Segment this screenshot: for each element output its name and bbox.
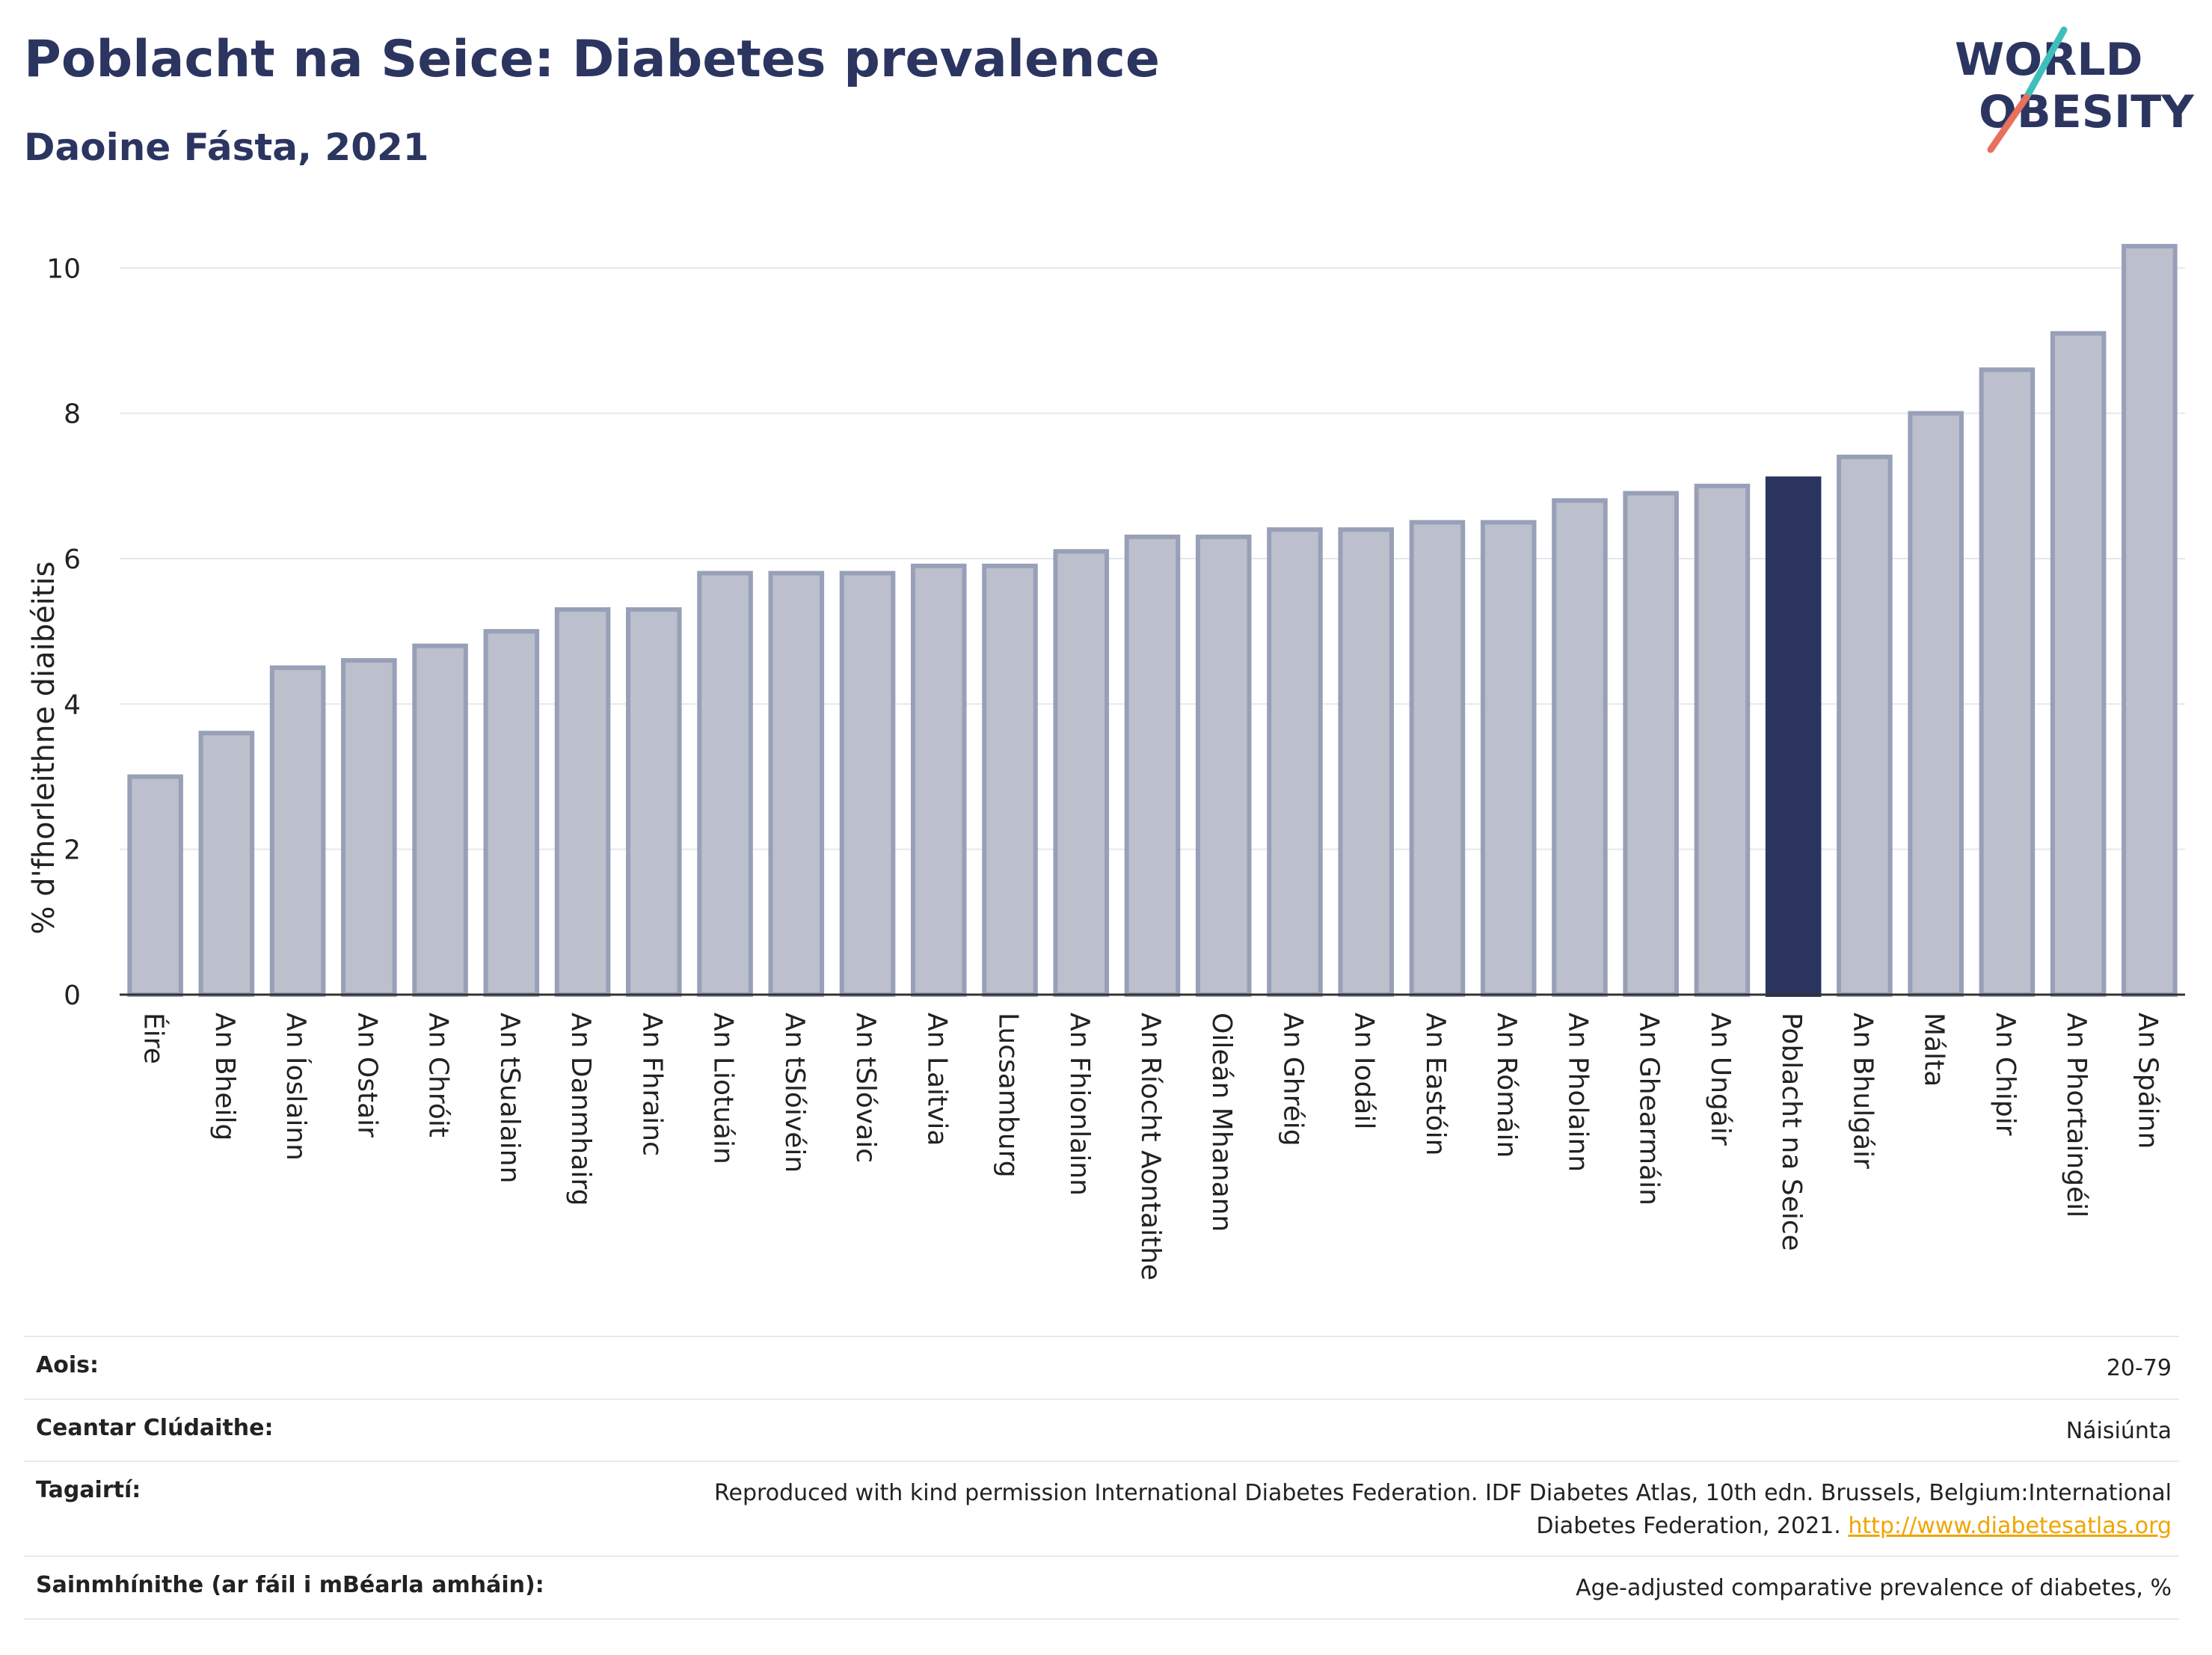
y-axis-label: % d'fhorleithne diaibéitis (27, 562, 61, 935)
metadata-row: Sainmhínithe (ar fáil i mBéarla amháin):… (24, 1556, 2179, 1620)
x-tick-label: Éire (138, 1013, 170, 1064)
bar (1053, 549, 1110, 997)
x-tick-label: An Phortaingéil (2061, 1013, 2092, 1218)
x-tick-label: An Ghréig (1277, 1013, 1308, 1146)
metadata-value: Age-adjusted comparative prevalence of d… (1576, 1575, 2172, 1601)
bar (269, 665, 326, 997)
metadata-value: 20-79 (2106, 1355, 2172, 1381)
bars (127, 244, 2178, 998)
bar (198, 731, 255, 997)
metadata-key: Aois: (36, 1352, 99, 1378)
bar (1124, 534, 1181, 997)
bar (1552, 498, 1608, 997)
bar (1979, 367, 2036, 998)
x-tick-label: Poblacht na Seice (1776, 1013, 1807, 1251)
bar (2122, 244, 2178, 997)
bar (412, 643, 468, 997)
metadata-row: Aois: 20-79 (24, 1336, 2179, 1398)
metadata-row: Ceantar Clúdaithe: Náisiúnta (24, 1398, 2179, 1461)
x-tick-label: An Bhulgáir (1847, 1013, 1878, 1169)
bar (1267, 527, 1323, 997)
x-tick-label: An Pholainn (1562, 1013, 1593, 1172)
x-tick-label: An Ríocht Aontaithe (1135, 1013, 1166, 1280)
x-tick-label: An Laitvia (921, 1013, 952, 1146)
reference-link[interactable]: http://www.diabetesatlas.org (1848, 1512, 2172, 1539)
x-tick-label: An Fhionlainn (1064, 1013, 1095, 1196)
x-tick-label: An Bheilg (209, 1013, 240, 1140)
y-tick-label: 4 (64, 690, 81, 720)
bar (1338, 527, 1395, 997)
metadata-value: Reproduced with kind permission Internat… (714, 1480, 2172, 1539)
y-tick-label: 2 (64, 835, 81, 866)
bar (768, 571, 825, 997)
metadata-key: Tagairtí: (36, 1477, 141, 1503)
bar (1623, 491, 1679, 997)
x-tick-label: An Spáinn (2132, 1013, 2163, 1149)
metadata-key: Ceantar Clúdaithe: (36, 1414, 274, 1441)
x-tick-label: An Chróit (423, 1013, 454, 1137)
bar-chart: 0 2 4 6 8 10 Éire An Bheilg An Íoslainn An Ostair… (27, 244, 2185, 1280)
bar (1765, 476, 1822, 997)
x-tick-label: An Fhrainc (636, 1013, 667, 1156)
page-title: Poblacht na Seice: Diabetes prevalence (24, 30, 1161, 89)
x-tick-label: An Liotuáin (708, 1013, 739, 1164)
bar (1195, 534, 1252, 997)
bar (554, 607, 611, 997)
x-tick-label: Málta (1919, 1013, 1950, 1087)
metadata-key: Sainmhínithe (ar fáil i mBéarla amháin): (36, 1572, 544, 1598)
x-tick-label: An Íoslainn (280, 1013, 312, 1161)
bar (1480, 520, 1537, 997)
x-tick-label: An tSlóivéin (779, 1013, 810, 1173)
bar (626, 607, 682, 997)
metadata-table: Aois: 20-79 Ceantar Clúdaithe: Náisiúnta Tag… (24, 1336, 2179, 1620)
y-tick-label: 8 (64, 399, 81, 430)
bar (2050, 331, 2107, 998)
bar (697, 571, 753, 997)
x-tick-label: An Ungáir (1705, 1013, 1736, 1146)
page-subtitle: Daoine Fásta, 2021 (24, 126, 429, 169)
x-tick-label: An Ghearmáin (1634, 1013, 1665, 1206)
bar (910, 563, 967, 997)
y-tick-label: 10 (46, 254, 81, 284)
x-tick-label: An Chipir (1990, 1013, 2021, 1136)
world-obesity-logo: WORLD OBESITY (1955, 26, 2195, 153)
metadata-value: Náisiúnta (2065, 1417, 2172, 1444)
x-tick-label: An Rómáin (1491, 1013, 1522, 1158)
metadata-row: Tagairtí: Reproduced with kind permission… (24, 1461, 2179, 1556)
bar (127, 774, 183, 998)
x-tick-label: An Danmhairg (565, 1013, 596, 1206)
x-tick-label: An tSualainn (494, 1013, 525, 1183)
bar (1694, 483, 1751, 997)
bar (483, 629, 540, 997)
x-tick-label: An Eastóin (1420, 1013, 1451, 1155)
y-tick-label: 6 (64, 544, 81, 575)
axes: 0 2 4 6 8 10 Éire An Bheilg An Íoslainn An Ostair… (46, 254, 2185, 1280)
x-tick-label: An tSlóvaic (850, 1013, 881, 1163)
x-tick-label: An Ostair (351, 1013, 382, 1137)
x-tick-label: An Iodáil (1349, 1013, 1380, 1129)
bar (839, 571, 896, 997)
bar (1837, 454, 1893, 997)
x-tick-label: Oileán Mhanann (1206, 1013, 1237, 1232)
x-tick-label: Lucsamburg (993, 1013, 1024, 1178)
bar (1409, 520, 1466, 997)
y-tick-label: 0 (64, 980, 81, 1011)
bar (341, 658, 397, 997)
bar (1908, 411, 1964, 997)
bar (982, 563, 1038, 997)
